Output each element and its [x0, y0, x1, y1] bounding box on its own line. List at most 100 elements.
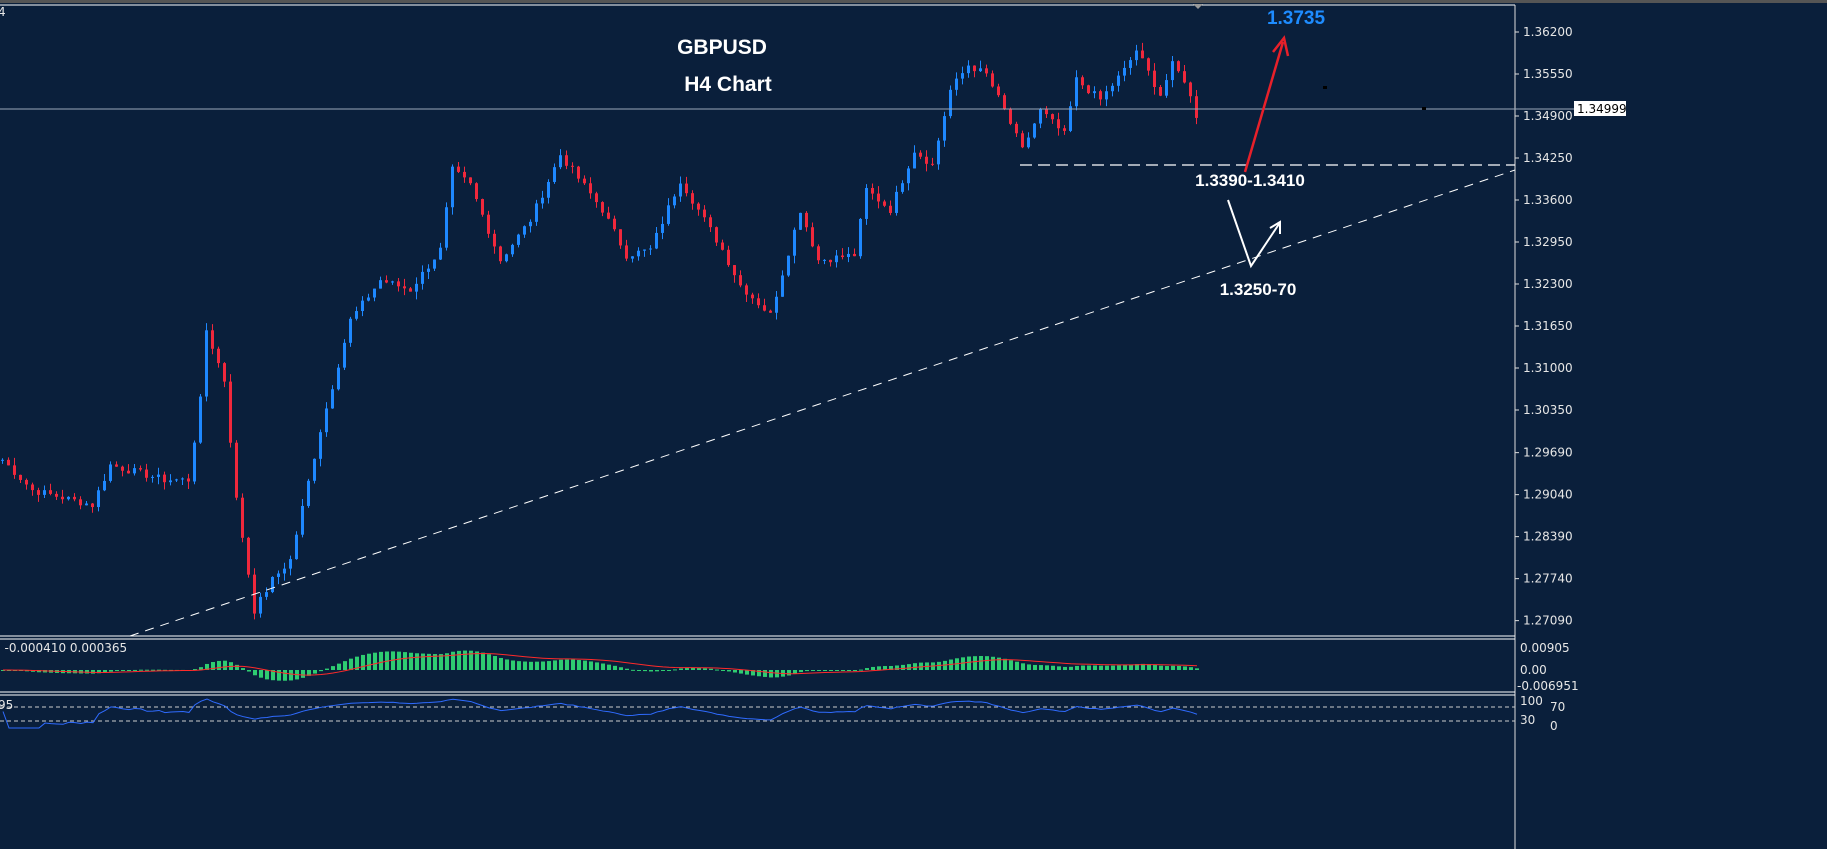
candle-body [889, 205, 892, 213]
candle-body [37, 490, 40, 495]
macd-histogram-bar [673, 669, 677, 671]
ascending-trendline[interactable] [129, 169, 1516, 637]
macd-histogram-bar [271, 670, 275, 681]
macd-histogram-bar [643, 670, 647, 672]
candle-body [403, 286, 406, 289]
candle-body [25, 479, 28, 485]
candle-body [61, 496, 64, 500]
candle-body [541, 197, 544, 204]
macd-histogram-bar [739, 670, 743, 674]
candle-body [133, 468, 136, 474]
candle-body [565, 155, 568, 166]
macd-histogram-bar [967, 656, 971, 670]
macd-histogram-bar [1099, 665, 1103, 670]
candle-body [1153, 70, 1156, 88]
candle-body [859, 218, 862, 257]
candle-body [199, 396, 202, 443]
candle-body [331, 389, 334, 409]
macd-histogram-bar [529, 661, 533, 670]
candle-body [1117, 75, 1120, 86]
macd-histogram-bar [367, 653, 371, 670]
price-tick-label: 1.33600 [1523, 193, 1573, 207]
candle-body [577, 166, 580, 179]
chart-title-timeframe: H4 Chart [684, 73, 772, 96]
rsi-tick: 0 [1550, 719, 1558, 733]
macd-histogram-bar [853, 670, 857, 671]
candle-body [193, 442, 196, 482]
macd-histogram-bar [859, 669, 863, 671]
macd-histogram-bar [823, 670, 827, 671]
candle-body [85, 503, 88, 506]
price-tick-label: 1.32300 [1523, 277, 1573, 291]
candle-body [463, 171, 466, 178]
candle-body [19, 474, 22, 480]
macd-histogram-bar [97, 670, 101, 674]
macd-histogram-bar [685, 667, 689, 670]
candle-body [235, 442, 238, 498]
macd-histogram-bar [313, 670, 317, 674]
candle-body [721, 242, 724, 250]
candle-body [1147, 58, 1150, 71]
macd-histogram-bar [661, 670, 665, 672]
macd-histogram-bar [1105, 665, 1109, 670]
candle-body [415, 283, 418, 292]
candle-body [1111, 85, 1114, 92]
candle-body [649, 248, 652, 250]
candle-body [217, 348, 220, 364]
macd-histogram-bar [259, 670, 263, 678]
candle-body [901, 183, 904, 192]
macd-histogram-bar [517, 661, 521, 670]
candle-body [145, 469, 148, 478]
candle-body [883, 201, 886, 206]
macd-histogram-bar [511, 660, 515, 670]
price-tick-label: 1.29040 [1523, 488, 1573, 502]
macd-histogram-bar [301, 670, 305, 678]
macd-histogram-bar [427, 653, 431, 670]
macd-histogram-bar [217, 660, 221, 670]
candle-body [625, 245, 628, 259]
macd-histogram-bar [445, 653, 449, 670]
macd-histogram-bar [805, 670, 809, 672]
macd-histogram-bar [499, 657, 503, 670]
macd-histogram-bar [157, 669, 161, 671]
macd-histogram-bar [283, 670, 287, 681]
macd-histogram-bar [1165, 666, 1169, 670]
candle-body [445, 207, 448, 248]
macd-histogram-bar [799, 670, 803, 673]
rsi-tick: 100 [1520, 694, 1543, 708]
trendline-support-label: 1.3250-70 [1220, 280, 1297, 299]
macd-histogram-bar [145, 669, 149, 671]
candle-body [841, 255, 844, 258]
macd-panel [1, 650, 1199, 681]
macd-histogram-bar [631, 669, 635, 671]
macd-histogram-bar [433, 654, 437, 670]
candle-body [703, 209, 706, 218]
candle-body [421, 271, 424, 284]
macd-histogram-bar [1177, 665, 1181, 670]
macd-histogram-bar [793, 670, 797, 674]
chart-title-symbol: GBPUSD [677, 36, 767, 59]
candle-body [739, 275, 742, 286]
candle-body [511, 244, 514, 255]
rsi-panel [2, 698, 1198, 729]
macd-histogram-bar [1027, 664, 1031, 670]
candle-body [247, 537, 250, 575]
macd-histogram-bar [235, 664, 239, 670]
macd-histogram-bar [103, 670, 107, 673]
candle-body [1195, 96, 1198, 118]
candle-body [1057, 119, 1060, 129]
macd-histogram-bar [1009, 660, 1013, 670]
marker-dot [1422, 107, 1426, 110]
macd-histogram-bar [757, 670, 761, 677]
price-tick-label: 1.36200 [1523, 25, 1573, 39]
candle-body [1027, 137, 1030, 148]
candle-body [733, 265, 736, 276]
macd-histogram-bar [205, 663, 209, 670]
candle-body [379, 280, 382, 289]
macd-histogram-bar [325, 668, 329, 670]
candle-body [301, 505, 304, 535]
candle-body [1039, 108, 1042, 124]
candle-body [835, 255, 838, 263]
macd-histogram-bar [847, 670, 851, 671]
macd-histogram-bar [649, 670, 653, 672]
